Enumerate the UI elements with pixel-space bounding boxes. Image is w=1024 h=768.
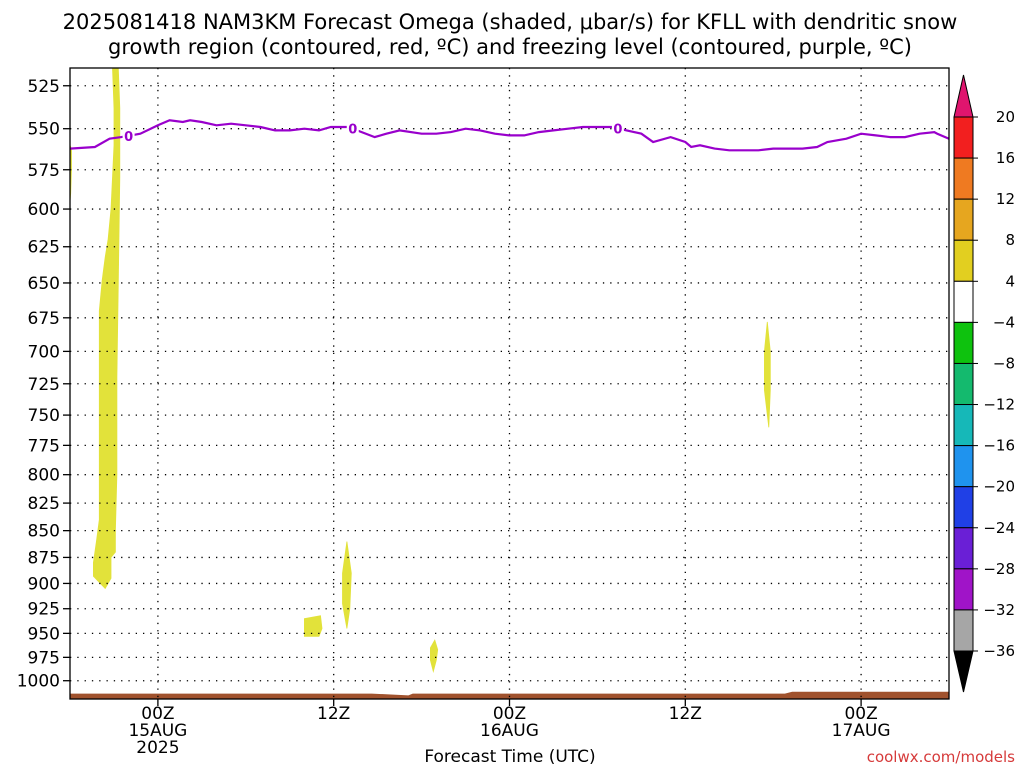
omega-shading-layer xyxy=(69,67,771,673)
colorbar-segment-4 xyxy=(953,239,974,282)
y-tick-label-825: 825 xyxy=(28,494,60,514)
colorbar-label-4: 8 xyxy=(1005,231,1015,249)
colorbar-segment-13 xyxy=(953,609,974,652)
y-tick-label-800: 800 xyxy=(28,466,60,486)
y-tick-label-950: 950 xyxy=(28,624,60,644)
y-tick-label-975: 975 xyxy=(28,648,60,668)
y-tick-label-775: 775 xyxy=(28,436,60,456)
pressure-axis: 525 550 575 600 625 650 675 700 725 750 775 800 825 8… xyxy=(17,77,70,692)
colorbar-segment-1 xyxy=(953,116,974,159)
y-tick-label-750: 750 xyxy=(28,406,60,426)
credit-text: coolwx.com/models xyxy=(867,748,1015,766)
colorbar-label-3: 12 xyxy=(996,190,1015,208)
y-tick-label-875: 875 xyxy=(28,548,60,568)
colorbar-bottom-arrow xyxy=(953,650,974,693)
x-axis-label: Forecast Time (UTC) xyxy=(424,747,595,767)
y-tick-label-850: 850 xyxy=(28,522,60,542)
x-tick-label-30-line-2: 16AUG xyxy=(480,721,539,741)
freezing-level-label-3: 0 xyxy=(613,122,622,137)
colorbar-label-13: −32 xyxy=(983,601,1015,619)
y-tick-label-700: 700 xyxy=(28,342,60,362)
colorbar-segment-11 xyxy=(953,527,974,570)
y-tick-label-625: 625 xyxy=(28,238,60,258)
y-tick-label-525: 525 xyxy=(28,77,60,97)
x-tick-label-54-line-2: 17AUG xyxy=(832,721,891,741)
colorbar-segment-3 xyxy=(953,198,974,241)
x-tick-label-6-line-1: 00Z xyxy=(141,704,174,724)
x-tick-label-6-line-3: 2025 xyxy=(136,738,179,758)
y-tick-label-575: 575 xyxy=(28,161,60,181)
freezing-label-bg-1 xyxy=(122,127,135,143)
colorbar-label-5: 4 xyxy=(1005,272,1015,290)
colorbar-label-2: 16 xyxy=(996,149,1015,167)
freezing-label-bg-2 xyxy=(346,120,359,136)
y-tick-label-675: 675 xyxy=(28,309,60,329)
colorbar-label-9: −16 xyxy=(983,437,1015,455)
colorbar-segment-12 xyxy=(953,568,974,611)
x-tick-label-54-line-1: 00Z xyxy=(844,704,877,724)
colorbar-label-11: −24 xyxy=(983,519,1015,537)
colorbar-label-8: −12 xyxy=(983,396,1015,414)
colorbar-segment-5 xyxy=(953,280,974,323)
colorbar-label-10: −20 xyxy=(983,478,1015,496)
y-tick-label-900: 900 xyxy=(28,574,60,594)
colorbar-segment-8 xyxy=(953,404,974,447)
colorbar-segment-6 xyxy=(953,321,974,364)
grid-layer xyxy=(70,68,949,699)
freezing-level-line xyxy=(69,119,950,152)
freezing-level-label-2: 0 xyxy=(348,123,357,138)
y-tick-label-550: 550 xyxy=(28,120,60,140)
omega-region-1 xyxy=(93,67,121,590)
chart-title-line-1: 2025081418 NAM3KM Forecast Omega (shaded… xyxy=(63,10,958,34)
ground-layer xyxy=(70,691,949,699)
x-tick-label-42-line-1: 12Z xyxy=(669,704,702,724)
y-tick-label-600: 600 xyxy=(28,200,60,220)
y-tick-label-650: 650 xyxy=(28,274,60,294)
x-tick-label-6-line-2: 15AUG xyxy=(128,721,187,741)
ground-surface xyxy=(70,691,949,699)
x-tick-label-18-line-1: 12Z xyxy=(317,704,350,724)
y-tick-label-725: 725 xyxy=(28,375,60,395)
colorbar-label-6: −4 xyxy=(993,313,1015,331)
freezing-level-label-1: 0 xyxy=(124,130,133,145)
colorbar-segment-10 xyxy=(953,486,974,529)
x-tick-label-30-line-1: 00Z xyxy=(493,704,526,724)
colorbar-label-7: −8 xyxy=(993,354,1015,372)
colorbar-label-14: −36 xyxy=(983,642,1015,660)
colorbar-label-12: −28 xyxy=(983,560,1015,578)
plot-area: 0 0 0 xyxy=(69,67,950,700)
colorbar-segment-7 xyxy=(953,362,974,406)
colorbar-segment-9 xyxy=(953,445,974,488)
colorbar-label-1: 20 xyxy=(996,108,1015,126)
freezing-label-bg-3 xyxy=(611,120,624,136)
omega-region-3 xyxy=(342,541,352,629)
colorbar: 20 16 12 8 4 −4 −8 −12 −16 −20 −24 −28 −32 −36 xyxy=(953,74,1015,693)
colorbar-segment-2 xyxy=(953,157,974,200)
colorbar-top-arrow xyxy=(953,74,974,118)
y-tick-label-925: 925 xyxy=(28,600,60,620)
chart-title-line-2: growth region (contoured, red, ºC) and f… xyxy=(108,35,912,59)
omega-region-5 xyxy=(429,639,439,673)
y-tick-label-1000: 1000 xyxy=(17,672,60,692)
freezing-level-layer: 0 0 0 xyxy=(69,119,950,152)
